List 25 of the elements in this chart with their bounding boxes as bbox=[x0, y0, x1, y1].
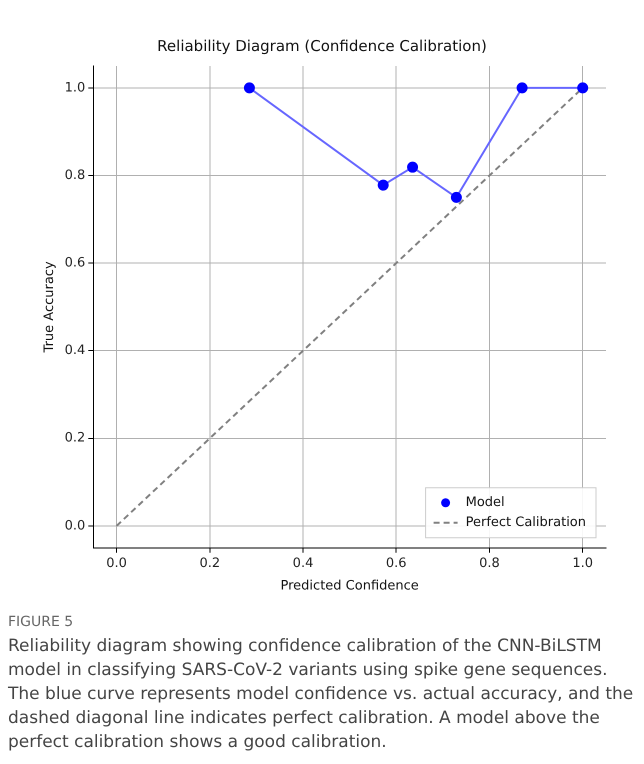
y-tick-label: 0.0 bbox=[64, 518, 86, 534]
point bbox=[378, 180, 389, 191]
x-tick-label: 0.4 bbox=[292, 556, 314, 571]
y-tick-label: 0.6 bbox=[64, 255, 86, 270]
y-tick-label: 0.8 bbox=[64, 168, 86, 183]
point bbox=[516, 82, 528, 94]
point bbox=[407, 162, 418, 173]
legend-label: Perfect Calibration bbox=[466, 515, 586, 530]
y-tick-label: 0.2 bbox=[64, 430, 86, 446]
y-tick-label: 0.4 bbox=[64, 343, 86, 358]
x-tick-label: 0.0 bbox=[106, 556, 127, 571]
x-tick-label: 1.0 bbox=[572, 556, 594, 571]
x-tick-label: 0.2 bbox=[199, 556, 220, 571]
point bbox=[244, 82, 255, 94]
chart-title: Reliability Diagram (Confidence Calibration) bbox=[157, 36, 487, 55]
point bbox=[450, 192, 462, 203]
y-axis-title: True Accuracy bbox=[42, 261, 58, 354]
caption: FIGURE 5 bbox=[8, 614, 74, 630]
x-axis-title: Predicted Confidence bbox=[280, 578, 419, 594]
text: Reliability diagram showing confidence calibration of the CNN-BiLSTM model in classifying SARS-CoV-2 variants using spike gene sequences. The blue curve represents model confidence vs. actual accuracy, and the dashed diagonal line indicates perfect calibration. A model above the perfect calibration shows a good calibration. bbox=[8, 635, 634, 754]
x-tick-label: 0.8 bbox=[479, 556, 500, 571]
legend-label: Model bbox=[466, 495, 505, 510]
x-tick-label: 0.6 bbox=[386, 556, 407, 571]
y-tick-label: 1.0 bbox=[64, 80, 86, 96]
point bbox=[577, 82, 588, 94]
